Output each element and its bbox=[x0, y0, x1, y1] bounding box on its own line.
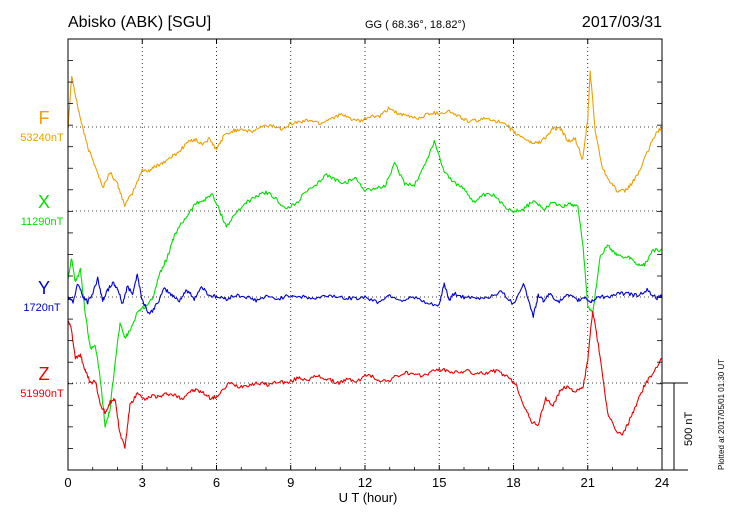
x-tick-label-12: 12 bbox=[358, 475, 372, 490]
x-tick-label-6: 6 bbox=[213, 475, 220, 490]
series-baseline-X: 11290nT bbox=[21, 216, 64, 228]
x-tick-label-15: 15 bbox=[432, 475, 446, 490]
series-line-Z bbox=[67, 311, 663, 449]
plot-frame bbox=[67, 38, 663, 471]
series-baseline-Y: 1720nT bbox=[23, 302, 61, 314]
coordinates-label: GG ( 68.36°, 18.82°) bbox=[365, 19, 466, 31]
x-axis-label: U T (hour) bbox=[339, 490, 398, 505]
series-name-F: F bbox=[39, 108, 50, 128]
x-tick-label-18: 18 bbox=[506, 475, 520, 490]
series-baseline-Z: 51990nT bbox=[20, 388, 64, 400]
series-name-X: X bbox=[38, 192, 50, 212]
x-tick-label-0: 0 bbox=[64, 475, 71, 490]
series-name-Z: Z bbox=[39, 364, 50, 384]
series-lines bbox=[67, 70, 663, 449]
station-title: Abisko (ABK) [SGU] bbox=[68, 14, 211, 31]
series-baseline-F: 53240nT bbox=[20, 132, 64, 144]
date-label: 2017/03/31 bbox=[582, 14, 662, 31]
series-name-Y: Y bbox=[38, 278, 50, 298]
x-tick-label-3: 3 bbox=[139, 475, 146, 490]
scale-bar-label: 500 nT bbox=[683, 411, 695, 446]
scale-bar: 500 nT bbox=[662, 382, 695, 471]
x-tick-label-21: 21 bbox=[581, 475, 595, 490]
x-tick-label-24: 24 bbox=[655, 475, 669, 490]
x-axis: 0 3 6 9 12 15 18 21 24 bbox=[64, 39, 669, 490]
grid-lines bbox=[68, 39, 662, 470]
series-line-X bbox=[67, 140, 663, 428]
series-line-Y bbox=[67, 273, 663, 318]
plotted-timestamp: Plotted at 2017/05/01 01:30 UT bbox=[717, 359, 726, 470]
x-tick-label-9: 9 bbox=[287, 475, 294, 490]
series-line-F bbox=[67, 70, 663, 208]
series-labels: F 53240nT X 11290nT Y 1720nT Z 51990nT bbox=[20, 108, 64, 400]
